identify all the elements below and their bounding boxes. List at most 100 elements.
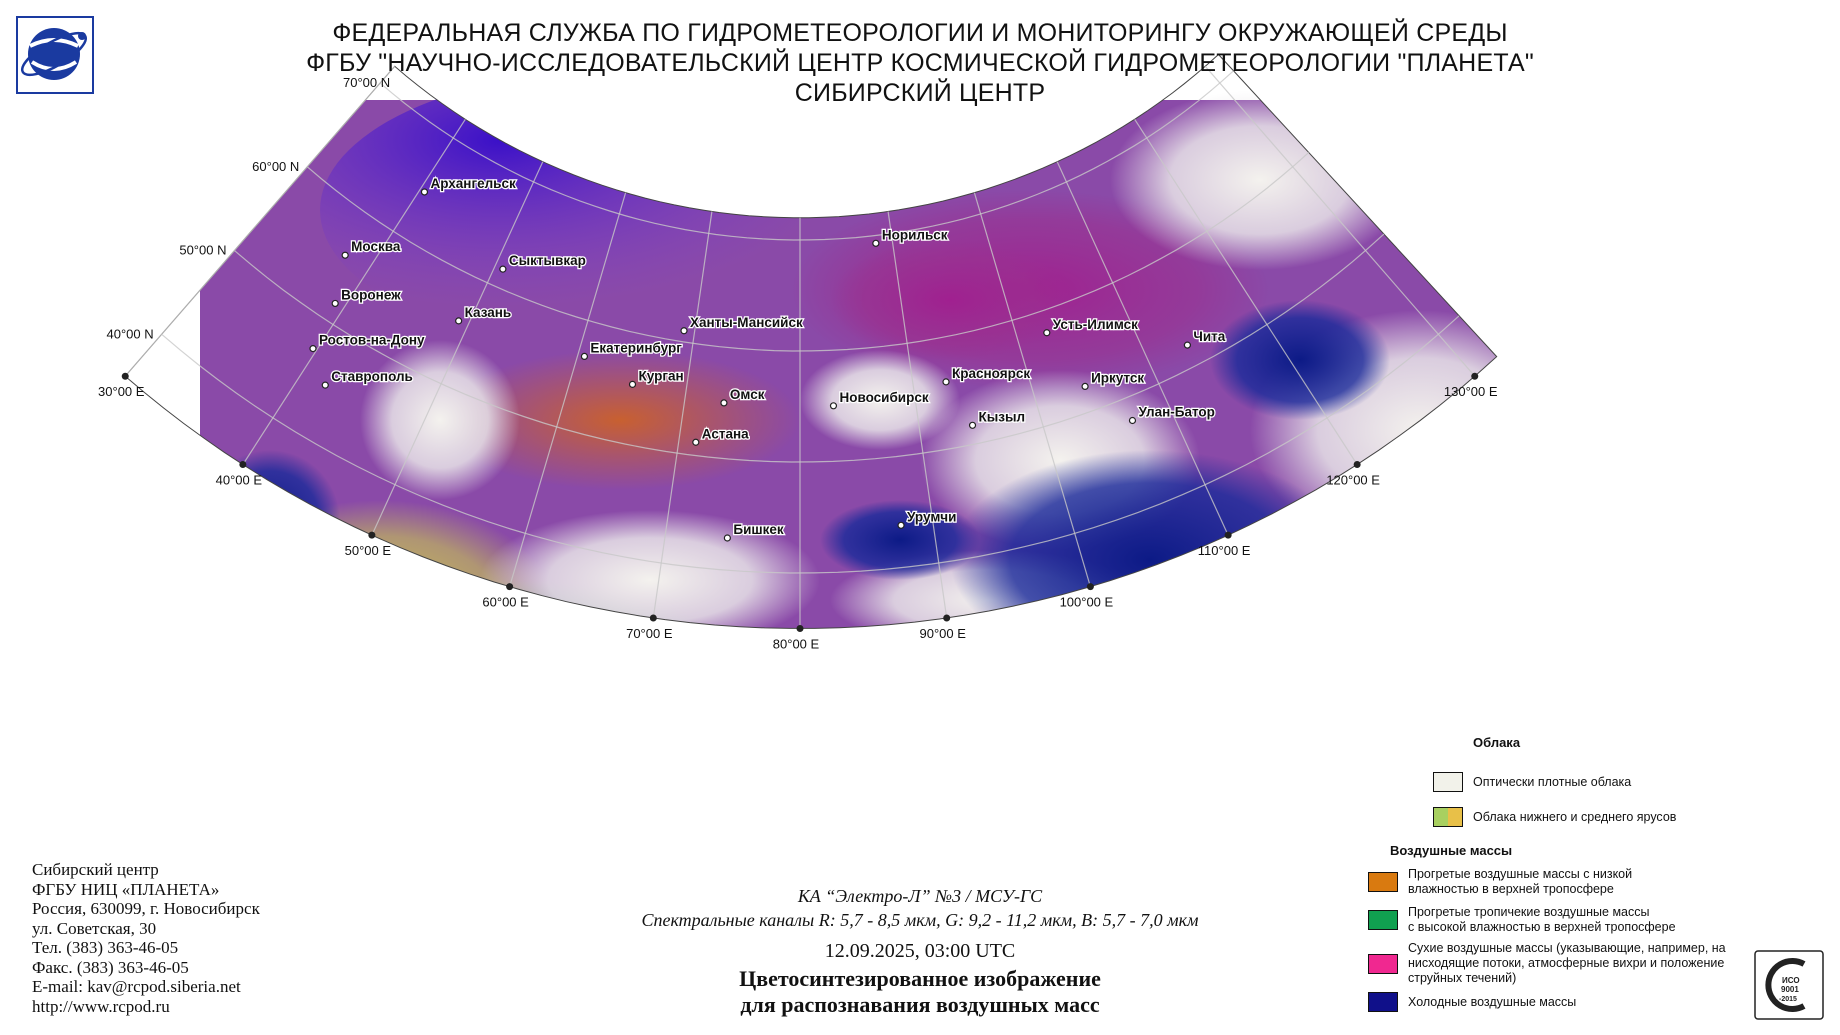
longitude-tick [1224, 531, 1232, 539]
spectral-channels: Спектральные каналы R: 5,7 - 8,5 мкм, G:… [641, 910, 1199, 930]
legend-item-dense-clouds: Оптически плотные облака [1433, 772, 1631, 792]
header-line-1: ФЕДЕРАЛЬНАЯ СЛУЖБА ПО ГИДРОМЕТЕОРОЛОГИИ … [332, 19, 1508, 47]
fax: Факс. (383) 363-46-05 [32, 957, 189, 977]
city-dot [897, 521, 905, 529]
address-line: ул. Советская, 30 [32, 918, 157, 938]
city-label: Ханты-Мансийск [690, 315, 803, 330]
city-dot [1183, 341, 1191, 349]
meridian-line [1056, 161, 1229, 536]
longitude-label: 90°00 E [919, 626, 966, 641]
city-label: Новосибирск [839, 390, 928, 405]
city-label: Ростов-на-Дону [319, 333, 425, 348]
legend-swatch [1433, 807, 1463, 827]
legend-clouds-heading: Облака [1473, 735, 1521, 750]
longitude-label: 60°00 E [482, 595, 529, 610]
city-dot [1043, 329, 1051, 337]
city-label: Бишкек [733, 522, 784, 537]
city-dot [968, 421, 977, 429]
city-label: Екатеринбург [590, 340, 682, 355]
longitude-tick [368, 531, 376, 539]
graticule [124, 65, 1476, 629]
city-dot [829, 402, 838, 410]
city-label: Кызыл [979, 409, 1026, 424]
phone: Тел. (383) 363-46-05 [32, 938, 179, 957]
legend-swatch [1368, 992, 1398, 1012]
svg-text:ИСО: ИСО [1782, 976, 1800, 985]
longitude-tick [1471, 372, 1479, 380]
legend-swatch [1368, 872, 1398, 892]
city-dot [331, 299, 339, 308]
roshydromet-logo [16, 16, 94, 94]
longitude-tick [239, 461, 247, 469]
city-dot [723, 534, 731, 542]
city-label: Сыктывкар [509, 253, 586, 268]
city-label: Норильск [882, 227, 948, 242]
parallel-line [379, 70, 1234, 241]
meridian-line [652, 211, 713, 619]
longitude-tick [649, 614, 657, 622]
longitude-tick [506, 583, 514, 591]
image-title: Цветосинтезированное изображение [739, 966, 1101, 991]
longitude-label: 50°00 E [345, 543, 392, 558]
longitude-label: 110°00 E [1198, 543, 1251, 558]
meridian-line [124, 65, 396, 377]
longitude-tick [943, 614, 951, 622]
city-label: Иркутск [1091, 370, 1144, 385]
address-line: Сибирский центр [32, 860, 159, 879]
meridian-line [1134, 118, 1358, 465]
svg-text:9001: 9001 [1781, 985, 1799, 994]
city-dot [455, 317, 463, 325]
longitude-tick [121, 372, 129, 380]
email: E-mail: kav@rcpod.siberia.net [32, 977, 241, 996]
contact-address: Сибирский центр ФГБУ НИЦ «ПЛАНЕТА» Росси… [32, 860, 260, 1016]
legend-item-cold: Холодные воздушные массы [1368, 992, 1576, 1012]
longitude-label: 130°00 E [1444, 384, 1498, 399]
city-label: Ставрополь [331, 369, 413, 384]
longitude-label: 120°00 E [1326, 473, 1380, 488]
city-label: Москва [351, 239, 401, 254]
city-label: Курган [639, 368, 684, 383]
city-dot [942, 378, 950, 386]
parallel-line [306, 152, 1310, 352]
longitude-labels: 30°00 E 40°00 E 50°00 E 60°00 E 70°00 E 80°00… [98, 372, 1498, 652]
legend-item-tropical: Прогретые тропичекие воздушные массы с вы… [1368, 905, 1676, 935]
header-line-2: ФГБУ "НАУЧНО-ИССЛЕДОВАТЕЛЬСКИЙ ЦЕНТР КОС… [306, 49, 1534, 77]
city-dot [628, 380, 637, 388]
svg-text:-2015: -2015 [1779, 996, 1797, 1003]
city-label: Воронеж [341, 287, 401, 302]
city-dot [872, 239, 880, 247]
header: ФЕДЕРАЛЬНАЯ СЛУЖБА ПО ГИДРОМЕТЕОРОЛОГИИ … [0, 18, 1840, 108]
datetime: 12.09.2025, 03:00 UTC [824, 940, 1016, 962]
longitude-label: 40°00 E [216, 473, 263, 488]
meridian-line [509, 192, 627, 587]
latitude-label: 60°00 N [252, 159, 299, 174]
city-markers: Архангельск Норильск Сыктывкар Москва Ханты-… [309, 175, 1227, 542]
city-label: Улан-Батор [1138, 405, 1214, 420]
parallel-line [234, 233, 1385, 463]
city-dot [341, 251, 349, 259]
address-line: ФГБУ НИЦ «ПЛАНЕТА» [32, 879, 220, 899]
city-dot [720, 399, 728, 407]
city-dot [580, 352, 589, 360]
meridian-line [242, 118, 466, 465]
city-dot [680, 327, 688, 335]
city-dot [499, 265, 507, 273]
iso-certification-seal: ИСО 9001 -2015 [1754, 950, 1824, 1020]
latitude-label: 70°00 N [343, 75, 390, 90]
city-dot [1081, 382, 1089, 390]
legend-swatch [1368, 953, 1398, 974]
longitude-label: 70°00 E [626, 626, 673, 641]
latitude-label: 40°00 N [107, 326, 154, 341]
legend-item-low-mid-clouds: Облака нижнего и среднего ярусов [1433, 807, 1676, 827]
legend-item-warm-low: Прогретые воздушные массы с низкой влажно… [1368, 867, 1632, 897]
website: http://www.rcpod.ru [32, 996, 170, 1016]
city-dot [1128, 416, 1137, 425]
image-subtitle: для распознавания воздушных масс [740, 992, 1100, 1017]
city-label: Астана [702, 426, 749, 441]
city-dot [692, 438, 700, 446]
header-line-3: СИБИРСКИЙ ЦЕНТР [794, 79, 1046, 107]
city-label: Чита [1193, 329, 1225, 344]
longitude-label: 80°00 E [773, 637, 820, 652]
meridian-line [887, 211, 948, 619]
